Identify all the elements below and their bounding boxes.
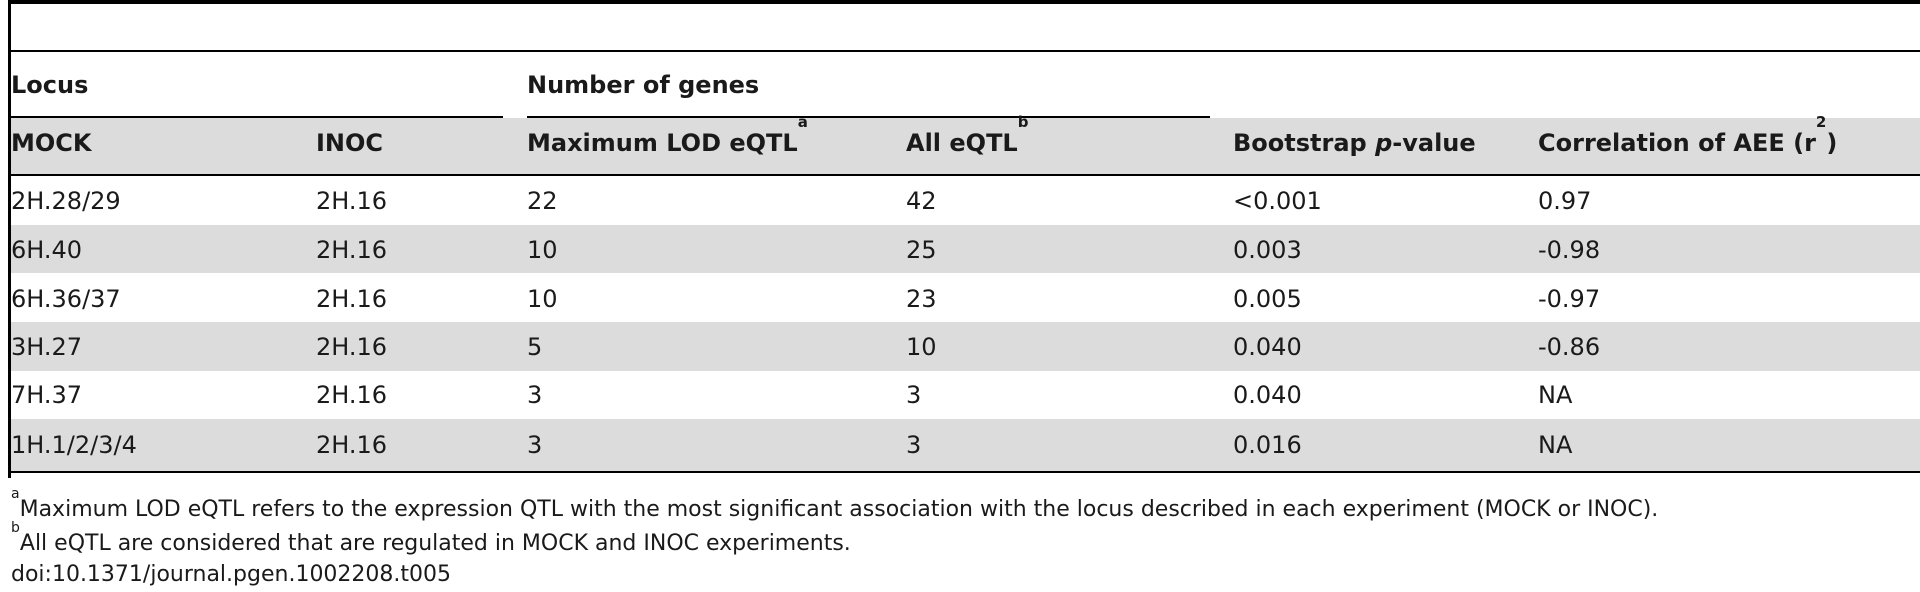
table-cell-mock: 2H.28/29 [11, 187, 121, 215]
table-left-rule [8, 0, 11, 478]
table-cell-all-eqtl: 10 [906, 333, 937, 361]
table-top-rule [8, 0, 1920, 4]
table-cell-all-eqtl: 3 [906, 431, 922, 459]
table-bottom-rule [11, 471, 1920, 473]
group-header-number-of-genes: Number of genes [527, 71, 760, 99]
col-header-bootstrap-suffix: -value [1392, 129, 1476, 157]
table-cell-inoc: 2H.16 [316, 333, 388, 361]
group-header-locus: Locus [11, 71, 89, 99]
table-cell-bootstrap: 0.040 [1233, 333, 1302, 361]
col-header-mock: MOCK [11, 129, 92, 157]
table-cell-max-lod: 5 [527, 333, 543, 361]
row-band-2 [11, 225, 1920, 273]
table-cell-inoc: 2H.16 [316, 236, 388, 264]
footnote-a-mark: a [11, 486, 20, 502]
table-cell-all-eqtl: 25 [906, 236, 937, 264]
table-cell-mock: 7H.37 [11, 381, 83, 409]
table-cell-inoc: 2H.16 [316, 285, 388, 313]
table-cell-bootstrap: 0.005 [1233, 285, 1302, 313]
table-cell-max-lod: 3 [527, 381, 543, 409]
row-band-4 [11, 322, 1920, 371]
header-top-rule [11, 50, 1920, 52]
column-header-band [11, 118, 1920, 174]
table-cell-correlation: 0.97 [1538, 187, 1592, 215]
genes-group-rule [527, 116, 1210, 118]
table-cell-mock: 6H.40 [11, 236, 83, 264]
table-cell-correlation: -0.86 [1538, 333, 1601, 361]
col-header-bootstrap: Bootstrap p-value [1233, 128, 1476, 158]
table-cell-correlation: -0.97 [1538, 285, 1601, 313]
col-header-correlation-suffix: ) [1826, 129, 1838, 157]
col-header-correlation-prefix: Correlation of AEE (r [1538, 129, 1816, 157]
col-header-bootstrap-prefix: Bootstrap [1233, 129, 1376, 157]
col-header-correlation-exponent: 2 [1815, 113, 1827, 131]
table-cell-all-eqtl: 42 [906, 187, 937, 215]
table-cell-bootstrap: 0.003 [1233, 236, 1302, 264]
table-cell-inoc: 2H.16 [316, 187, 388, 215]
footnote-b-mark: b [11, 520, 20, 536]
table-cell-mock: 1H.1/2/3/4 [11, 431, 137, 459]
row-band-6 [11, 419, 1920, 471]
col-header-max-lod: Maximum LOD eQTLa [527, 115, 808, 158]
footnote-b: bAll eQTL are considered that are regula… [11, 521, 851, 558]
table-cell-bootstrap: <0.001 [1233, 187, 1322, 215]
table-cell-all-eqtl: 23 [906, 285, 937, 313]
table-cell-correlation: NA [1538, 381, 1573, 409]
footnote-a: aMaximum LOD eQTL refers to the expressi… [11, 487, 1659, 524]
table-cell-max-lod: 22 [527, 187, 558, 215]
col-header-max-lod-label: Maximum LOD eQTL [527, 129, 798, 157]
table-cell-max-lod: 3 [527, 431, 543, 459]
col-header-all-eqtl: All eQTLb [906, 115, 1028, 158]
col-header-bootstrap-p: p [1375, 129, 1393, 157]
footnote-ref-a: a [797, 113, 808, 131]
table-cell-bootstrap: 0.040 [1233, 381, 1302, 409]
table-cell-correlation: NA [1538, 431, 1573, 459]
table-cell-mock: 6H.36/37 [11, 285, 121, 313]
table-cell-inoc: 2H.16 [316, 431, 388, 459]
footnote-b-text: All eQTL are considered that are regulat… [19, 531, 851, 556]
col-header-all-eqtl-label: All eQTL [906, 129, 1018, 157]
locus-group-rule [11, 116, 503, 118]
doi-link[interactable]: doi:10.1371/journal.pgen.1002208.t005 [11, 562, 452, 587]
table-cell-mock: 3H.27 [11, 333, 83, 361]
col-header-correlation: Correlation of AEE (r2) [1538, 115, 1838, 158]
table-cell-bootstrap: 0.016 [1233, 431, 1302, 459]
footnote-ref-b: b [1017, 113, 1029, 131]
footnote-a-text: Maximum LOD eQTL refers to the expressio… [19, 497, 1659, 522]
col-header-inoc: INOC [316, 129, 384, 157]
table-cell-inoc: 2H.16 [316, 381, 388, 409]
table-cell-correlation: -0.98 [1538, 236, 1601, 264]
header-bottom-rule [11, 174, 1920, 176]
table-cell-max-lod: 10 [527, 285, 558, 313]
table-cell-max-lod: 10 [527, 236, 558, 264]
table-cell-all-eqtl: 3 [906, 381, 922, 409]
